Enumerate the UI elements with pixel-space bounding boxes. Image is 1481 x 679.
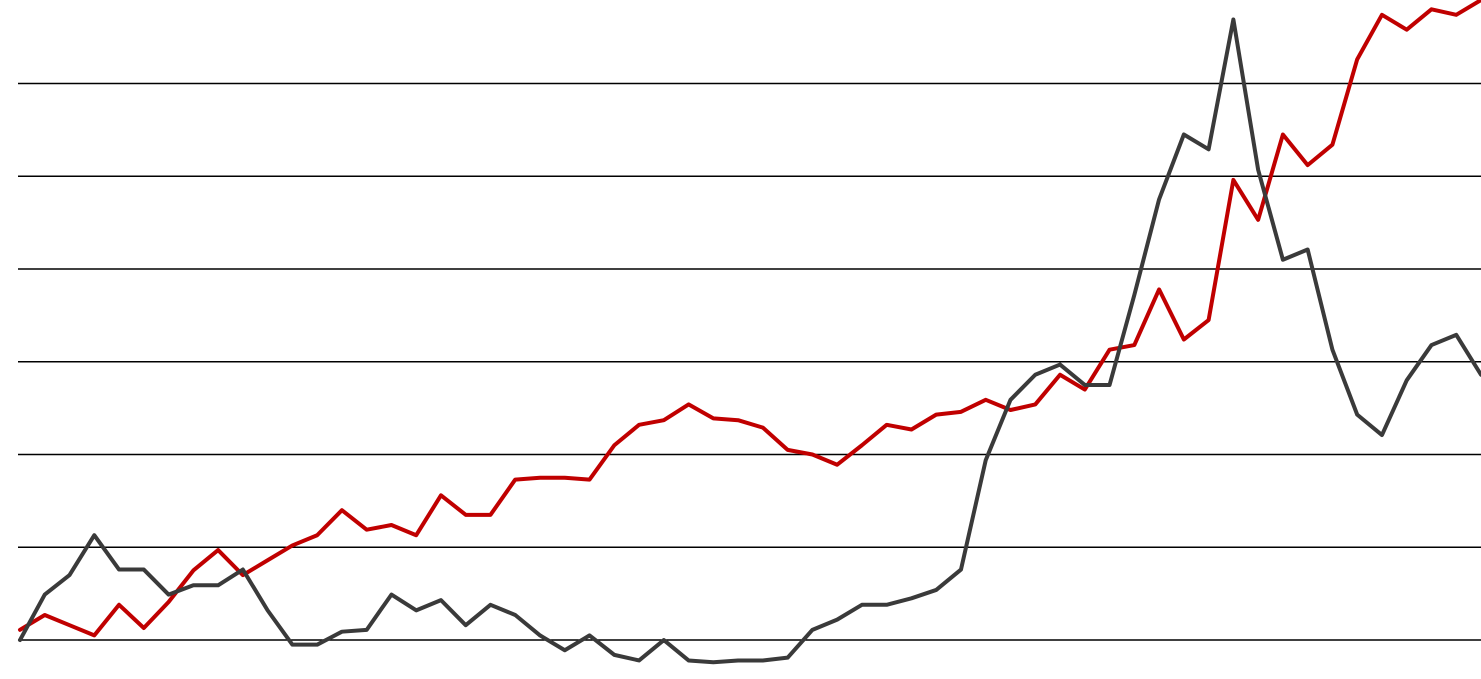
- data-line: [18, 17, 1481, 665]
- data-line: [18, 0, 1481, 638]
